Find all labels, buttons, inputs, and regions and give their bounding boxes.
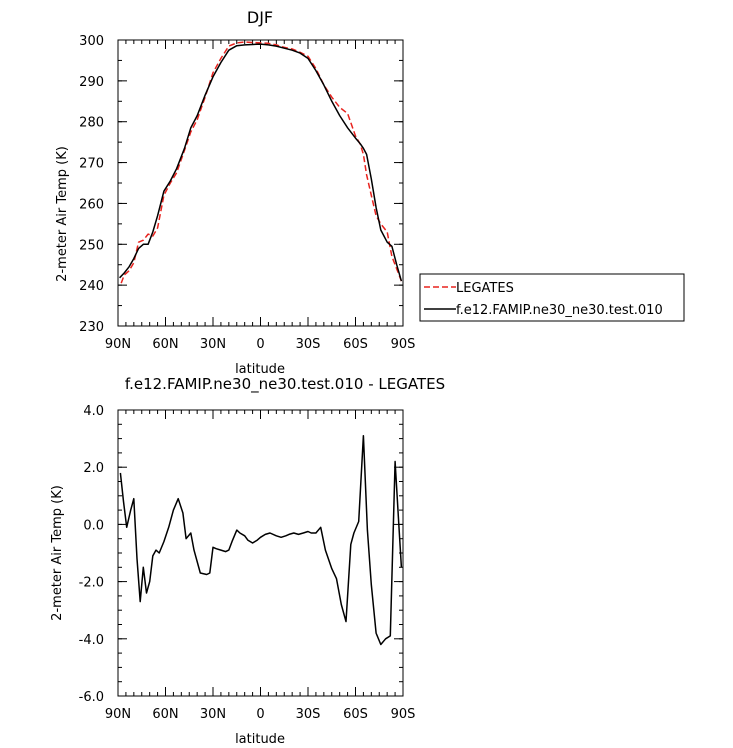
bottom-y-tick-label: -6.0: [79, 690, 104, 705]
bottom-y-axis-label: 2-meter Air Temp (K): [50, 485, 65, 621]
top-y-tick-label: 260: [79, 197, 104, 212]
bottom-y-tick-label: -4.0: [79, 633, 104, 648]
top-y-tick-label: 250: [79, 238, 104, 253]
top-y-tick-label: 230: [79, 320, 104, 335]
legend-label-legates: LEGATES: [456, 281, 514, 296]
top-y-tick-label: 300: [79, 34, 104, 49]
bottom-x-tick-label: 0: [256, 707, 264, 722]
bottom-y-tick-label: -2.0: [79, 576, 104, 591]
legend-label-model: f.e12.FAMIP.ne30_ne30.test.010: [456, 303, 663, 318]
top-chart-title: DJF: [247, 8, 273, 27]
bottom-x-axis-label: latitude: [235, 732, 285, 747]
top-y-tick-label: 240: [79, 279, 104, 294]
top-panel: DJF 2-meter Air Temp (K) latitude 90N 60N…: [55, 8, 415, 377]
top-plot-frame: [117, 39, 404, 327]
top-f-e12-famip-ne30-ne30-test-010-series-line: [119, 43, 403, 282]
bottom-difference-series-line: [119, 434, 403, 646]
top-legates-series-line: [120, 41, 403, 284]
bottom-y-tick-label: 0.0: [83, 518, 104, 533]
bottom-panel: f.e12.FAMIP.ne30_ne30.test.010 - LEGATES…: [50, 375, 445, 747]
bottom-y-tick-label: 4.0: [83, 404, 104, 419]
top-y-tick-label: 280: [79, 116, 104, 131]
bottom-x-tick-label: 90S: [391, 707, 416, 722]
bottom-x-tick-label: 30S: [296, 707, 321, 722]
bottom-chart-title: f.e12.FAMIP.ne30_ne30.test.010 - LEGATES: [125, 375, 445, 394]
top-x-tick-label: 30N: [200, 337, 226, 352]
top-x-tick-label: 60N: [152, 337, 178, 352]
bottom-plot-frame: [117, 409, 404, 697]
top-x-axis-label: latitude: [235, 362, 285, 377]
bottom-x-tick-label: 90N: [105, 707, 131, 722]
legend-box: [419, 273, 685, 322]
top-x-tick-label: 0: [256, 337, 264, 352]
bottom-x-tick-label: 30N: [200, 707, 226, 722]
top-y-tick-label: 270: [79, 157, 104, 172]
top-x-tick-label: 60S: [343, 337, 368, 352]
top-x-tick-label: 90S: [391, 337, 416, 352]
top-x-tick-label: 30S: [296, 337, 321, 352]
bottom-x-tick-label: 60S: [343, 707, 368, 722]
top-y-tick-label: 290: [79, 75, 104, 90]
top-y-axis-label: 2-meter Air Temp (K): [55, 146, 70, 282]
bottom-x-tick-label: 60N: [152, 707, 178, 722]
top-x-tick-label: 90N: [105, 337, 131, 352]
bottom-y-tick-label: 2.0: [83, 461, 104, 476]
legend: LEGATES f.e12.FAMIP.ne30_ne30.test.010: [419, 273, 685, 322]
